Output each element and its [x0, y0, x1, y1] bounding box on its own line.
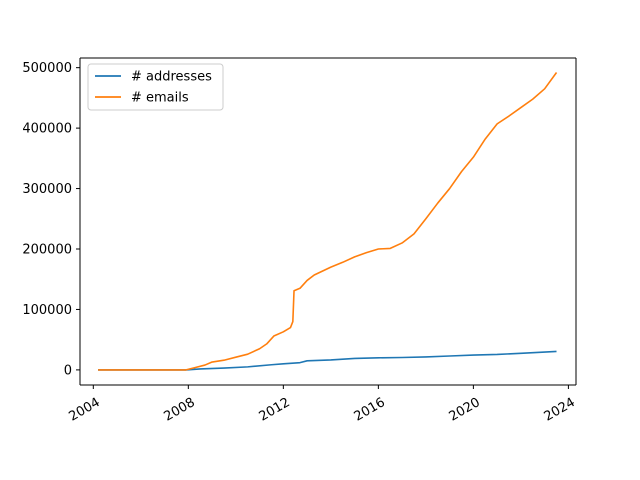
y-tick-label: 300000 — [22, 182, 72, 197]
x-tick-label: 2004 — [67, 395, 103, 425]
legend-box — [87, 63, 224, 111]
y-tick-label: 500000 — [22, 61, 72, 76]
series-line-1 — [98, 72, 558, 371]
plot-area — [80, 58, 576, 385]
x-tick-label: 2016 — [352, 395, 388, 425]
y-tick-label: 200000 — [22, 243, 72, 258]
x-tick-label: 2008 — [162, 395, 198, 425]
legend-label-1: # emails — [131, 91, 189, 106]
legend-label-0: # addresses — [131, 70, 212, 85]
y-tick-label: 0 — [64, 363, 72, 378]
legend: # addresses # emails — [87, 63, 224, 111]
x-tick-label: 2024 — [542, 395, 578, 425]
y-tick-label: 400000 — [22, 122, 72, 137]
x-tick-label: 2012 — [257, 395, 293, 425]
x-tick-label: 2020 — [447, 395, 483, 425]
series-layer — [98, 72, 558, 371]
series-line-0 — [98, 350, 557, 371]
plot-background — [80, 58, 576, 385]
y-tick-label: 100000 — [22, 303, 72, 318]
